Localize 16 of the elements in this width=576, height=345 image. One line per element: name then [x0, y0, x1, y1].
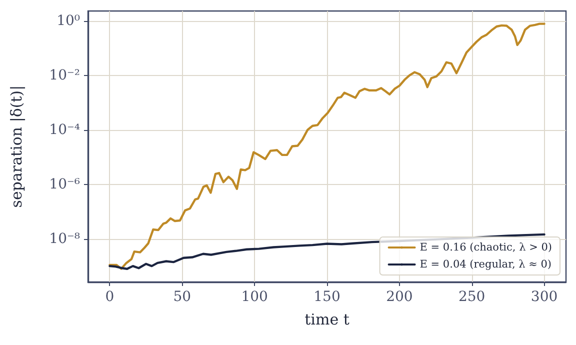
- legend-label: E = 0.16 (chaotic, λ > 0): [420, 242, 552, 254]
- x-tick-label: 0: [105, 289, 114, 305]
- y-tick-label: 10⁻⁴: [49, 122, 80, 138]
- x-tick-label: 300: [530, 289, 558, 305]
- x-tick-label: 100: [241, 289, 268, 305]
- y-tick-label: 10⁻⁶: [49, 176, 80, 192]
- y-tick-label: 10⁰: [56, 12, 80, 29]
- y-tick-label: 10⁻²: [49, 67, 80, 84]
- legend-label: E = 0.04 (regular, λ ≈ 0): [420, 258, 552, 270]
- x-axis-title: time t: [304, 310, 350, 328]
- y-tick-label: 10⁻⁸: [49, 230, 80, 247]
- x-tick-label: 200: [386, 289, 413, 305]
- y-axis-title: separation |δ(t)|: [8, 85, 26, 208]
- x-tick-label: 50: [173, 289, 192, 305]
- x-tick-label: 250: [458, 289, 486, 305]
- x-tick-label: 150: [314, 289, 340, 305]
